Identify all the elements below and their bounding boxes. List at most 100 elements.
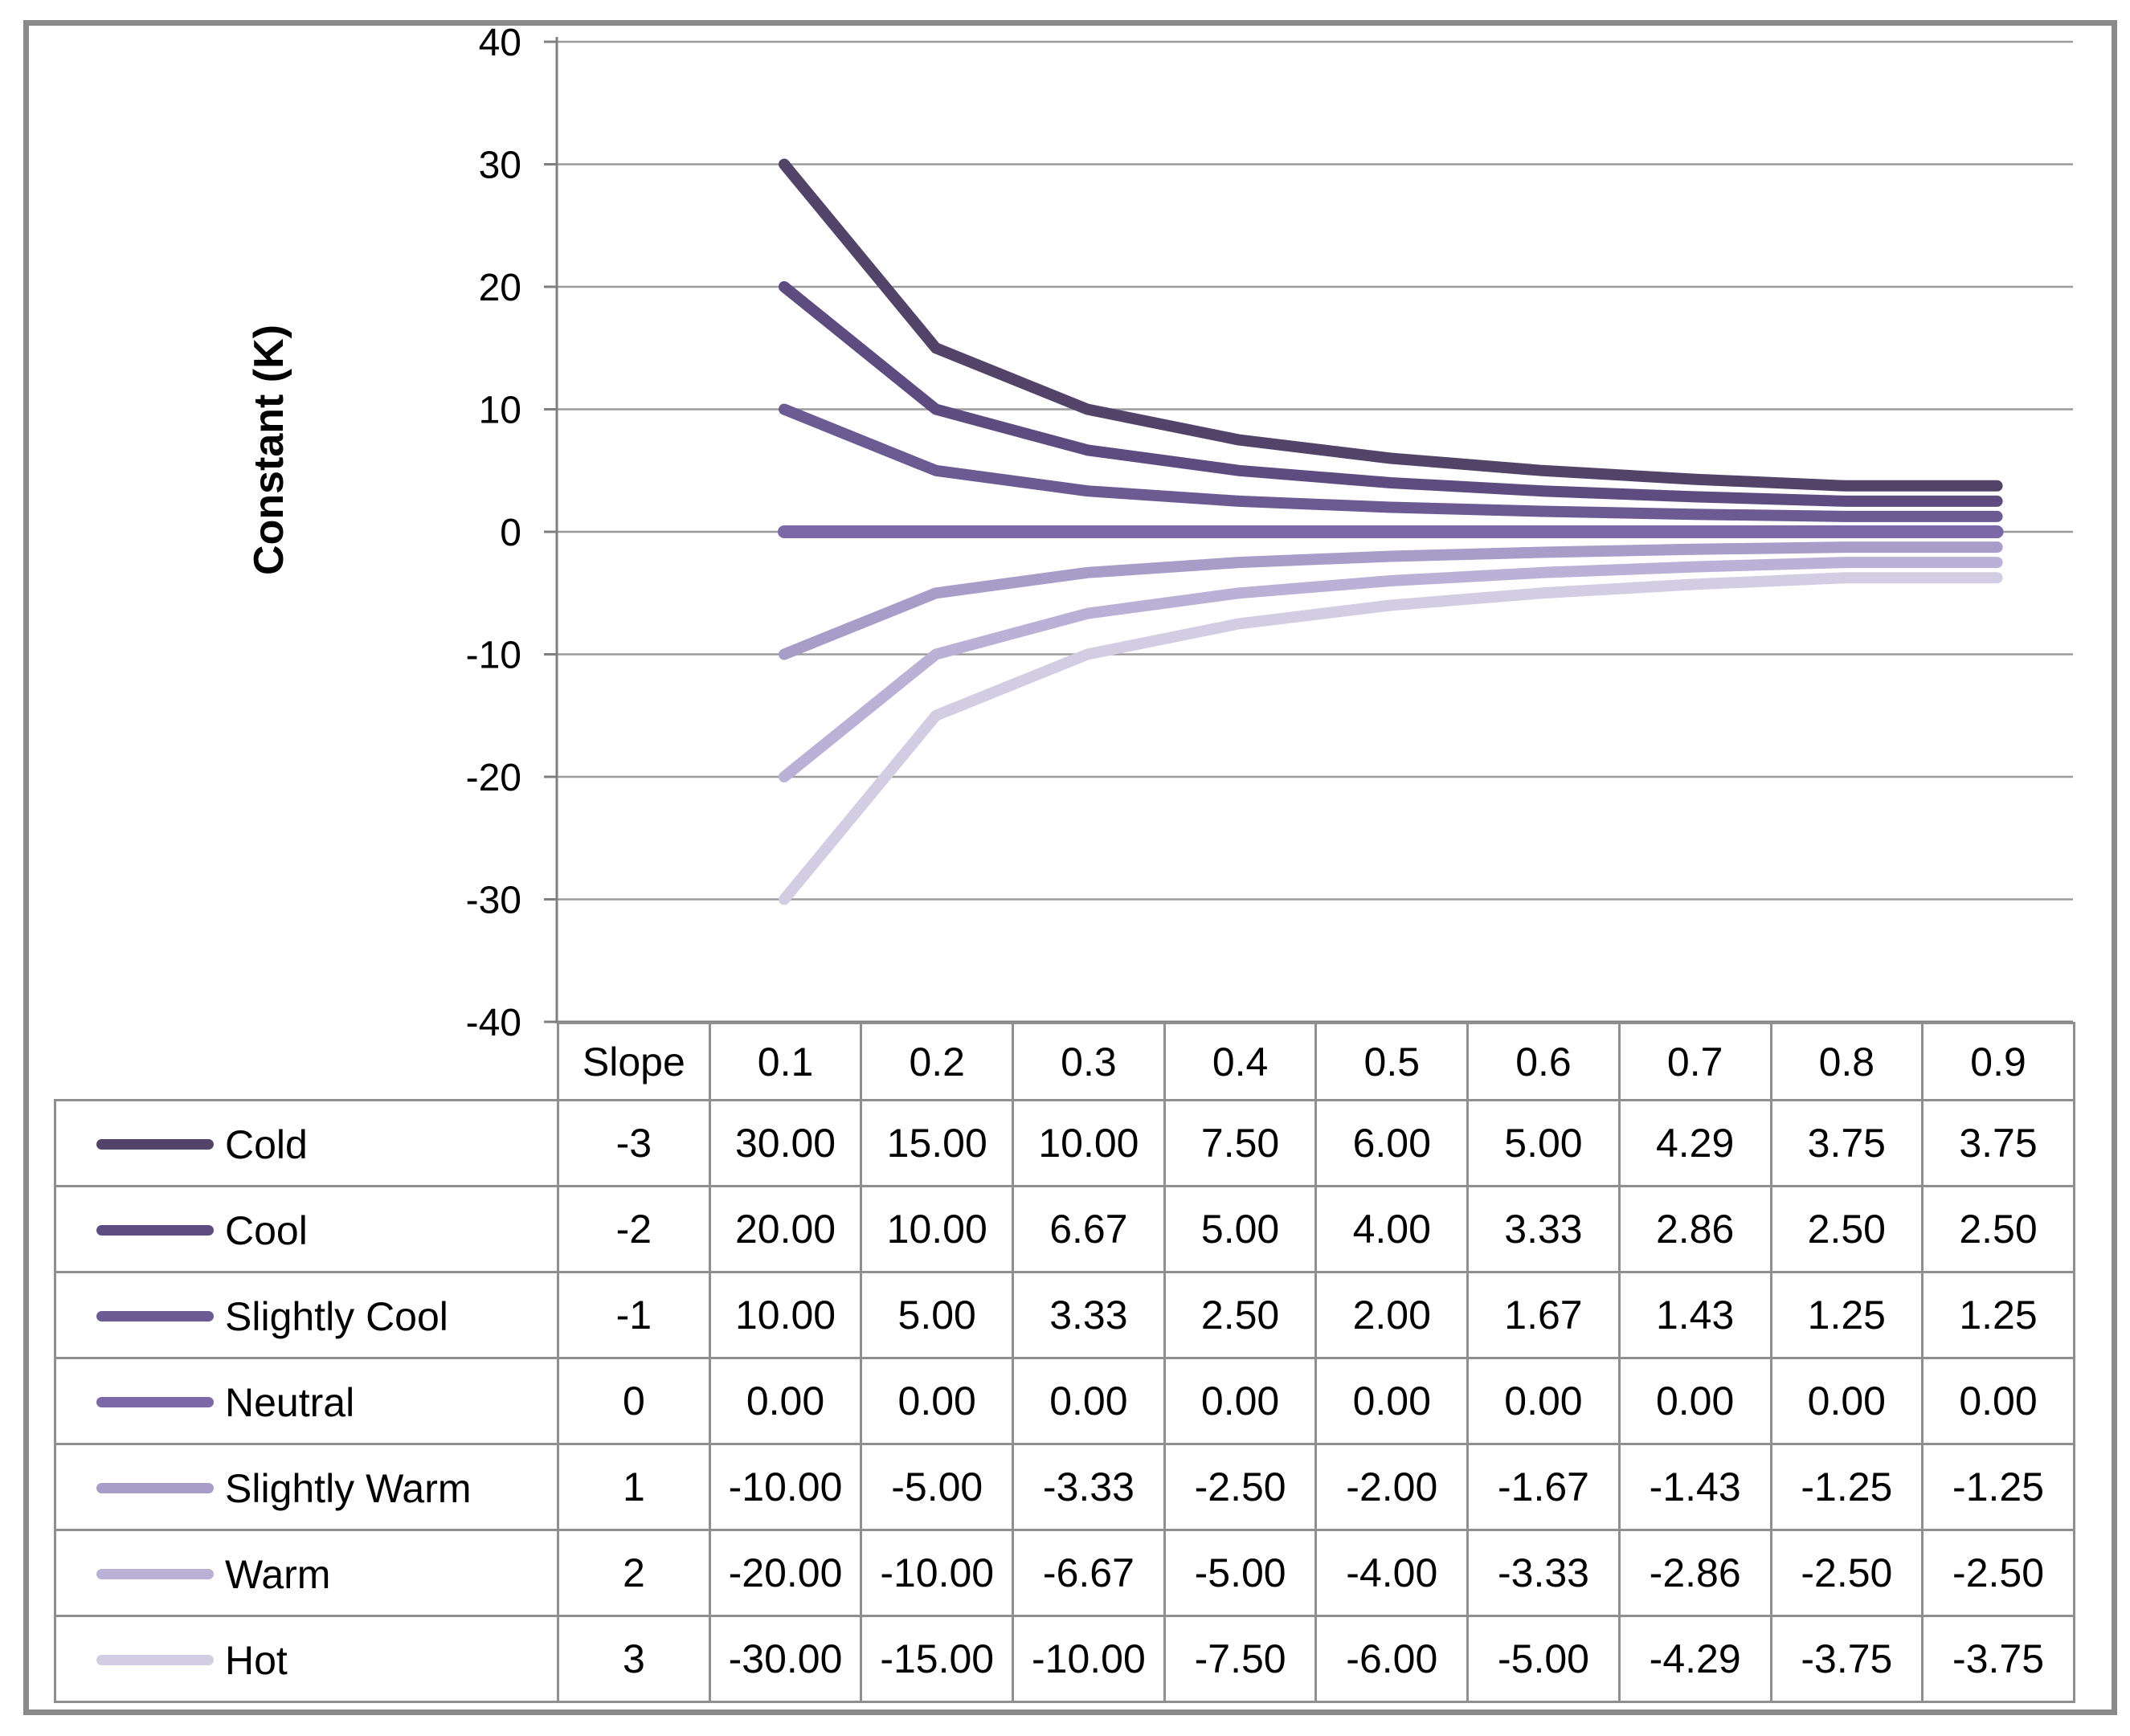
value-cell: 2.50 xyxy=(1921,1185,2075,1273)
slope-value-cell: -1 xyxy=(557,1271,711,1359)
table-row: Slightly Cool -1 10.00 5.00 3.33 2.50 2.00 1.67… xyxy=(54,1271,2075,1359)
chart-data-table: Slope 0.1 0.2 0.3 0.4 0.5 0.6 0.7 0.8 0.9 Cold -3 3… xyxy=(54,1022,2075,1703)
table-row: Neutral 0 0.00 0.00 0.00 0.00 0.00 0.00 0.00 0.00… xyxy=(54,1357,2075,1445)
x-header-cell: 0.4 xyxy=(1163,1022,1318,1101)
series-line-cold xyxy=(779,158,2003,492)
legend-line-swatch xyxy=(96,1397,214,1408)
slope-value-cell: -3 xyxy=(557,1099,711,1187)
value-cell: 3.33 xyxy=(1012,1271,1166,1359)
value-cell: 2.50 xyxy=(1769,1185,1924,1273)
value-cell: 5.00 xyxy=(860,1271,1015,1359)
x-header-cell: 0.3 xyxy=(1012,1022,1166,1101)
value-cell: 5.00 xyxy=(1163,1185,1318,1273)
value-cell: 2.00 xyxy=(1314,1271,1470,1359)
header-row: Slope 0.1 0.2 0.3 0.4 0.5 0.6 0.7 0.8 0.9 xyxy=(55,1022,2075,1101)
legend-line-swatch xyxy=(96,1225,214,1236)
value-cell: 10.00 xyxy=(860,1185,1015,1273)
legend-label: Neutral xyxy=(225,1379,355,1425)
value-cell: 5.00 xyxy=(1466,1099,1621,1187)
legend-cell: Slightly Warm xyxy=(54,1443,559,1531)
value-cell: -1.67 xyxy=(1466,1443,1621,1531)
value-cell: -2.50 xyxy=(1921,1529,2075,1617)
value-cell: -3.75 xyxy=(1769,1615,1924,1703)
legend-line-swatch xyxy=(96,1139,214,1150)
x-header-cell: 0.1 xyxy=(708,1022,863,1101)
legend-line-swatch xyxy=(96,1483,214,1494)
y-tick-label: 20 xyxy=(479,267,521,309)
value-cell: 2.50 xyxy=(1163,1271,1318,1359)
value-cell: -3.33 xyxy=(1466,1529,1621,1617)
value-cell: -4.29 xyxy=(1617,1615,1772,1703)
table-row: Slightly Warm 1 -10.00 -5.00 -3.33 -2.50 -2.00… xyxy=(54,1443,2075,1531)
series-line-slightly-cool xyxy=(779,403,2003,522)
value-cell: -5.00 xyxy=(860,1443,1015,1531)
legend-label: Cold xyxy=(225,1121,308,1167)
value-cell: -2.50 xyxy=(1769,1529,1924,1617)
table-row: Cold -3 30.00 15.00 10.00 7.50 6.00 5.00 4.29 3.7… xyxy=(54,1099,2075,1187)
slope-value-cell: -2 xyxy=(557,1185,711,1273)
value-cell: 0.00 xyxy=(1466,1357,1621,1445)
value-cell: 0.00 xyxy=(1617,1357,1772,1445)
slope-value-cell: 0 xyxy=(557,1357,711,1445)
legend-line-swatch xyxy=(96,1311,214,1322)
value-cell: 1.25 xyxy=(1769,1271,1924,1359)
value-cell: 0.00 xyxy=(1769,1357,1924,1445)
value-cell: 20.00 xyxy=(708,1185,863,1273)
value-cell: -5.00 xyxy=(1466,1615,1621,1703)
y-tick-label: 0 xyxy=(500,512,521,554)
y-tick-label: 10 xyxy=(479,390,521,432)
legend-cell: Neutral xyxy=(54,1357,559,1445)
value-cell: -10.00 xyxy=(860,1529,1015,1617)
x-header-cell: 0.6 xyxy=(1466,1022,1621,1101)
value-cell: 6.67 xyxy=(1012,1185,1166,1273)
y-tick-label: 30 xyxy=(479,145,521,187)
value-cell: 0.00 xyxy=(860,1357,1015,1445)
value-cell: 2.86 xyxy=(1617,1185,1772,1273)
value-cell: 0.00 xyxy=(1163,1357,1318,1445)
value-cell: 1.25 xyxy=(1921,1271,2075,1359)
table-row: Hot 3 -30.00 -15.00 -10.00 -7.50 -6.00 -5.00 -4.… xyxy=(54,1615,2075,1703)
value-cell: -6.00 xyxy=(1314,1615,1470,1703)
value-cell: -10.00 xyxy=(708,1443,863,1531)
value-cell: 1.67 xyxy=(1466,1271,1621,1359)
value-cell: -5.00 xyxy=(1163,1529,1318,1617)
value-cell: -10.00 xyxy=(1012,1615,1166,1703)
series-line-hot xyxy=(779,572,2003,905)
legend-cell: Hot xyxy=(54,1615,559,1703)
value-cell: -2.50 xyxy=(1163,1443,1318,1531)
value-cell: -2.00 xyxy=(1314,1443,1470,1531)
value-cell: -1.43 xyxy=(1617,1443,1772,1531)
y-tick-label: -40 xyxy=(466,1002,521,1044)
legend-cell: Warm xyxy=(54,1529,559,1617)
legend-cell: Cool xyxy=(54,1185,559,1273)
value-cell: -3.75 xyxy=(1921,1615,2075,1703)
series-line-slightly-warm xyxy=(779,541,2003,660)
table-row: Warm 2 -20.00 -10.00 -6.67 -5.00 -4.00 -3.33 -2.… xyxy=(54,1529,2075,1617)
value-cell: -30.00 xyxy=(708,1615,863,1703)
table-body: Cold -3 30.00 15.00 10.00 7.50 6.00 5.00 4.29 3.7… xyxy=(54,1099,2075,1703)
value-cell: -7.50 xyxy=(1163,1615,1318,1703)
slope-value-cell: 3 xyxy=(557,1615,711,1703)
value-cell: -1.25 xyxy=(1769,1443,1924,1531)
y-tick-label: -10 xyxy=(466,635,521,677)
x-header-cell: 0.9 xyxy=(1921,1022,2075,1101)
x-header-cell: 0.7 xyxy=(1617,1022,1772,1101)
value-cell: 6.00 xyxy=(1314,1099,1470,1187)
y-tick-label: 40 xyxy=(479,22,521,64)
value-cell: 3.75 xyxy=(1921,1099,2075,1187)
value-cell: 0.00 xyxy=(1921,1357,2075,1445)
y-tick-label: -30 xyxy=(466,880,521,922)
legend-label: Hot xyxy=(225,1637,288,1683)
value-cell: 0.00 xyxy=(1012,1357,1166,1445)
table-header-row: Slope 0.1 0.2 0.3 0.4 0.5 0.6 0.7 0.8 0.9 xyxy=(55,1022,2075,1101)
value-cell: 7.50 xyxy=(1163,1099,1318,1187)
value-cell: 3.75 xyxy=(1769,1099,1924,1187)
value-cell: 0.00 xyxy=(708,1357,863,1445)
legend-label: Slightly Warm xyxy=(225,1465,472,1511)
value-cell: 4.29 xyxy=(1617,1099,1772,1187)
slope-value-cell: 2 xyxy=(557,1529,711,1617)
y-axis-title: Constant (K) xyxy=(246,325,292,575)
legend-line-swatch xyxy=(96,1655,214,1666)
